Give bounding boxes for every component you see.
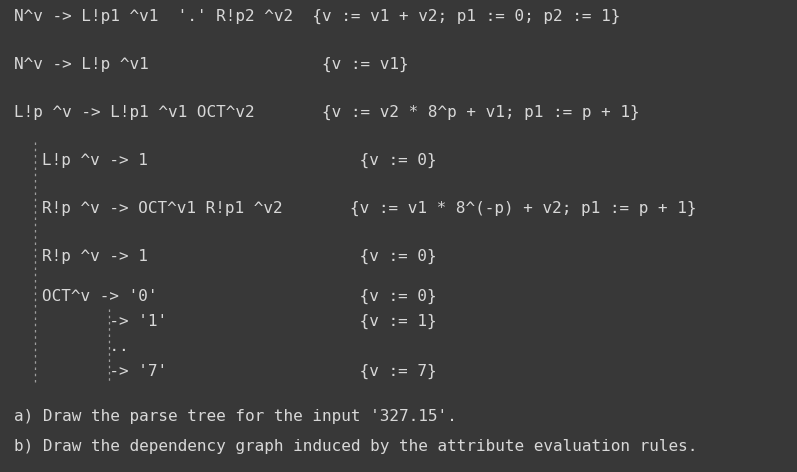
Text: L!p ^v -> L!p1 ^v1 OCT^v2       {v := v2 * 8^p + v1; p1 := p + 1}: L!p ^v -> L!p1 ^v1 OCT^v2 {v := v2 * 8^p… (14, 105, 640, 120)
Text: a) Draw the parse tree for the input '327.15'.: a) Draw the parse tree for the input '32… (14, 409, 457, 424)
Text: -> '1'                    {v := 1}: -> '1' {v := 1} (42, 314, 437, 329)
Text: b) Draw the dependency graph induced by the attribute evaluation rules.: b) Draw the dependency graph induced by … (14, 439, 697, 454)
Text: ..: .. (42, 339, 128, 354)
Text: R!p ^v -> 1                      {v := 0}: R!p ^v -> 1 {v := 0} (42, 249, 437, 264)
Text: OCT^v -> '0'                     {v := 0}: OCT^v -> '0' {v := 0} (42, 289, 437, 304)
Text: L!p ^v -> 1                      {v := 0}: L!p ^v -> 1 {v := 0} (42, 153, 437, 168)
Text: N^v -> L!p ^v1                  {v := v1}: N^v -> L!p ^v1 {v := v1} (14, 57, 409, 72)
Text: -> '7'                    {v := 7}: -> '7' {v := 7} (42, 364, 437, 379)
Text: R!p ^v -> OCT^v1 R!p1 ^v2       {v := v1 * 8^(-p) + v2; p1 := p + 1}: R!p ^v -> OCT^v1 R!p1 ^v2 {v := v1 * 8^(… (42, 201, 697, 216)
Text: N^v -> L!p1 ^v1  '.' R!p2 ^v2  {v := v1 + v2; p1 := 0; p2 := 1}: N^v -> L!p1 ^v1 '.' R!p2 ^v2 {v := v1 + … (14, 9, 620, 24)
